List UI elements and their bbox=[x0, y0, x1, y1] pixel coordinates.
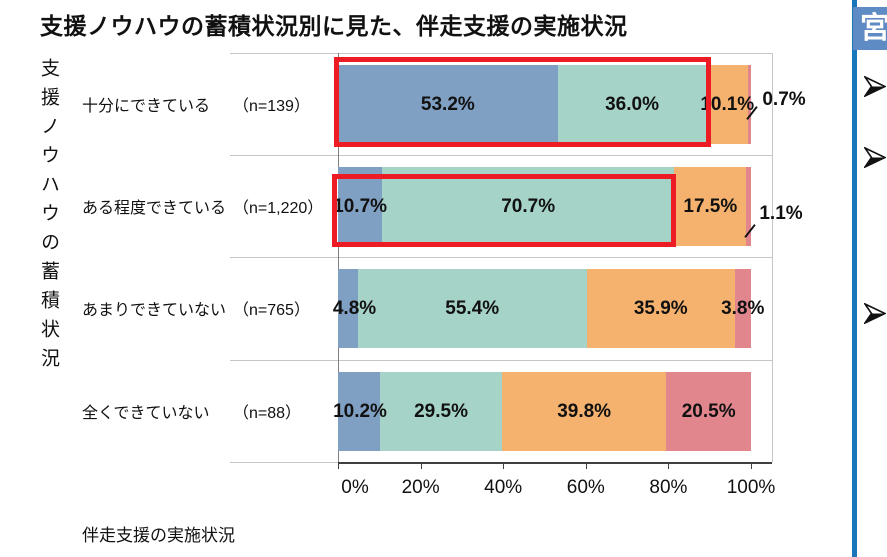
category-label: 全くできていない bbox=[82, 405, 210, 422]
plot-right-border bbox=[772, 53, 773, 462]
data-label: 20.5% bbox=[681, 400, 736, 422]
data-label: 3.8% bbox=[721, 297, 765, 319]
data-label: 4.8% bbox=[332, 297, 377, 319]
stacked-bar-row bbox=[338, 65, 751, 144]
bar-segment bbox=[586, 269, 735, 348]
arrow-bullet-icon bbox=[862, 75, 887, 102]
x-axis-tick bbox=[585, 462, 587, 469]
x-axis-tick-label: 80% bbox=[649, 477, 688, 498]
bar-segment bbox=[674, 167, 747, 246]
sidebar-divider-line bbox=[852, 0, 857, 557]
category-axis-baseline bbox=[230, 462, 338, 463]
stacked-bar-row bbox=[338, 167, 751, 246]
chart-title: 支援ノウハウの蓄積状況別に見た、伴走支援の実施状況 bbox=[40, 13, 628, 39]
x-axis-tick-label: 40% bbox=[484, 477, 523, 498]
bar-segment bbox=[380, 372, 502, 451]
category-label: ある程度できている bbox=[82, 200, 227, 217]
y-axis-title: 支援ノウハウの蓄積状況 bbox=[38, 58, 59, 377]
zero-axis-line bbox=[338, 53, 339, 462]
arrow-bullet-icon bbox=[862, 146, 887, 173]
x-axis-tick-label: 100% bbox=[726, 477, 776, 498]
x-axis-tick-label: 20% bbox=[401, 477, 440, 498]
data-label: 10.1% bbox=[700, 93, 755, 115]
highlight-box bbox=[334, 57, 711, 147]
row-separator-line bbox=[230, 360, 772, 361]
data-label: 17.5% bbox=[683, 195, 738, 217]
bar-segment bbox=[338, 65, 558, 144]
arrow-bullet-icon bbox=[862, 302, 887, 329]
stacked-bar-row bbox=[338, 372, 751, 451]
data-label: 29.5% bbox=[414, 400, 468, 422]
data-label: 10.2% bbox=[333, 400, 387, 422]
bar-segment bbox=[748, 65, 751, 144]
x-axis-tick-label: 60% bbox=[566, 477, 605, 498]
data-label: 39.8% bbox=[557, 400, 612, 422]
stacked-bar-row bbox=[338, 269, 751, 348]
bar-segment bbox=[501, 372, 667, 451]
bar-segment bbox=[557, 65, 707, 144]
data-label: 55.4% bbox=[445, 297, 500, 319]
x-axis-tick-label: 0% bbox=[341, 477, 369, 498]
sample-size-label: （n=765） bbox=[233, 302, 310, 319]
row-separator-line bbox=[230, 53, 772, 54]
bar-segment bbox=[746, 167, 751, 246]
category-label: 十分にできている bbox=[82, 98, 211, 115]
data-label: 10.7% bbox=[333, 195, 388, 217]
row-separator-line bbox=[230, 155, 772, 156]
sidebar-header: 宮 bbox=[853, 7, 887, 50]
x-axis-tick bbox=[668, 462, 670, 469]
row-separator-line bbox=[230, 257, 772, 258]
bar-segment bbox=[338, 372, 381, 451]
bar-segment bbox=[666, 372, 751, 451]
data-label: 53.2% bbox=[420, 93, 475, 115]
data-label: 70.7% bbox=[501, 195, 556, 217]
x-axis-tick bbox=[338, 462, 339, 469]
data-label: 35.9% bbox=[633, 297, 688, 319]
x-axis-tick bbox=[420, 462, 422, 469]
x-axis-line bbox=[338, 462, 772, 464]
bar-segment bbox=[338, 269, 358, 348]
callout-data-label: 0.7% bbox=[762, 89, 806, 110]
sample-size-label: （n=88） bbox=[233, 405, 302, 422]
bar-segment bbox=[382, 167, 675, 246]
x-axis-title: 伴走支援の実施状況 bbox=[82, 526, 235, 545]
data-label: 36.0% bbox=[605, 93, 659, 115]
sidebar-header-text: 宮 bbox=[860, 12, 887, 45]
highlight-box bbox=[332, 174, 676, 247]
sample-size-label: （n=1,220） bbox=[233, 200, 324, 217]
callout-data-label: 1.1% bbox=[759, 203, 803, 224]
category-label: あまりできていない bbox=[82, 302, 227, 319]
x-axis-tick bbox=[503, 462, 505, 469]
bar-segment bbox=[357, 269, 587, 348]
bar-segment bbox=[734, 269, 751, 348]
bar-segment bbox=[338, 167, 383, 246]
sample-size-label: （n=139） bbox=[233, 98, 310, 115]
x-axis-tick bbox=[751, 462, 752, 469]
bar-segment bbox=[706, 65, 749, 144]
